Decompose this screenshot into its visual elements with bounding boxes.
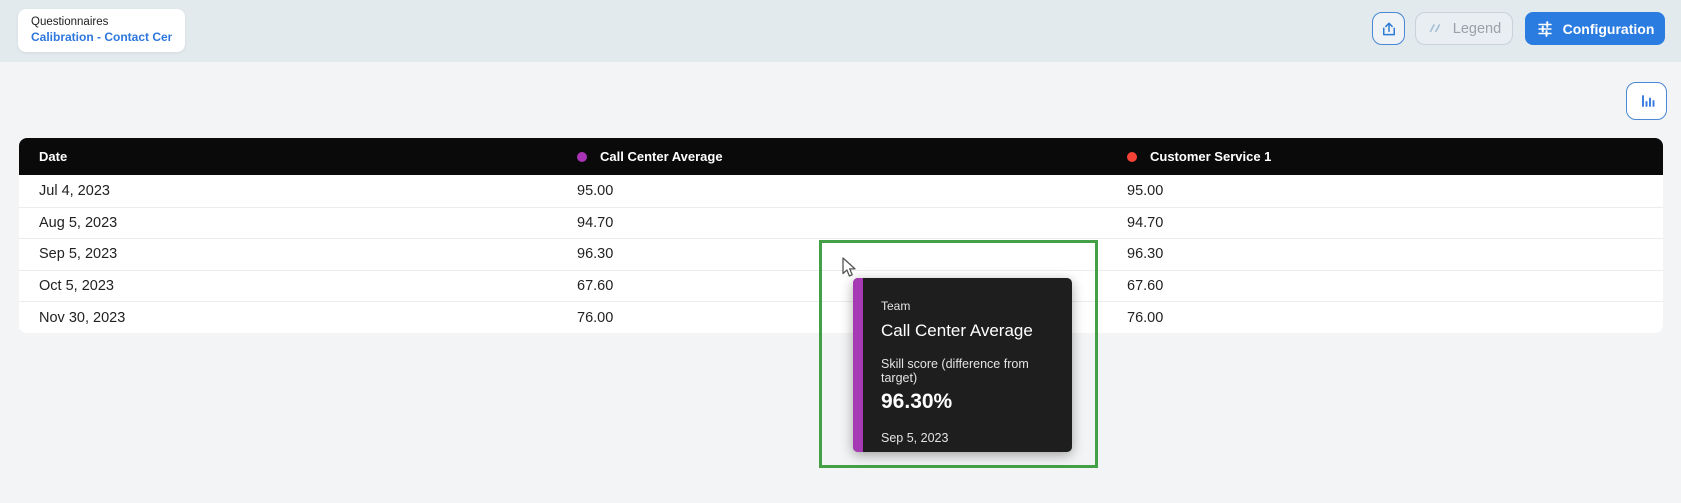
series-dot-customer-service-1 [1127, 151, 1137, 162]
table-row[interactable]: Jul 4, 2023 95.00 95.00 [19, 175, 1663, 207]
table-header: Date Call Center Average Customer Servic… [19, 138, 1663, 175]
configuration-button-label: Configuration [1562, 20, 1655, 37]
value-cell: 94.70 [577, 214, 614, 231]
upload-icon [1382, 22, 1395, 35]
tooltip-team-name: Call Center Average [881, 321, 1033, 340]
data-table: Date Call Center Average Customer Servic… [19, 138, 1663, 333]
date-cell: Nov 30, 2023 [39, 309, 126, 326]
date-cell: Jul 4, 2023 [39, 182, 110, 199]
value-cell: 96.30 [1127, 246, 1164, 263]
table-row[interactable]: Oct 5, 2023 67.60 67.60 [19, 269, 1663, 302]
tooltip-metric-value: 96.30% [881, 390, 953, 413]
column-header-label: Customer Service 1 [1150, 149, 1272, 164]
chart-view-button[interactable] [1626, 82, 1667, 120]
tooltip-metric-label: Skill score (difference from target) [881, 357, 1029, 385]
value-cell: 76.00 [577, 309, 614, 326]
topbar: Questionnaires Calibration - Contact Cen… [0, 0, 1681, 62]
column-header-label: Date [39, 149, 68, 164]
main-content: Date Call Center Average Customer Servic… [0, 62, 1681, 503]
tooltip: Team Call Center Average Skill score (di… [853, 278, 1072, 452]
tooltip-accent-stripe [853, 278, 863, 452]
configuration-button[interactable]: Configuration [1525, 12, 1665, 45]
column-header-customer-service-1: Customer Service 1 [1127, 149, 1663, 164]
breadcrumb: Questionnaires Calibration - Contact Cen… [18, 9, 185, 52]
value-cell: 95.00 [1127, 182, 1164, 199]
table-row[interactable]: Sep 5, 2023 96.30 96.30 [19, 238, 1663, 270]
bar-chart-icon [1641, 95, 1654, 107]
column-header-label: Call Center Average [600, 149, 723, 164]
date-cell: Aug 5, 2023 [39, 214, 118, 231]
tooltip-date: Sep 5, 2023 [881, 431, 949, 445]
date-cell: Sep 5, 2023 [39, 246, 118, 263]
legend-button[interactable]: Legend [1415, 12, 1513, 45]
legend-icon [1429, 24, 1441, 33]
value-cell: 67.60 [577, 278, 614, 295]
value-cell: 95.00 [577, 182, 614, 199]
tune-icon [1537, 20, 1552, 37]
breadcrumb-current-link[interactable]: Calibration - Contact Cente... [31, 30, 172, 44]
value-cell: 96.30 [577, 246, 614, 263]
series-dot-call-center-average [577, 151, 587, 162]
table-row[interactable]: Nov 30, 2023 76.00 76.00 [19, 301, 1663, 333]
value-cell: 67.60 [1127, 278, 1164, 295]
value-cell: 94.70 [1127, 214, 1164, 231]
export-button[interactable] [1372, 12, 1405, 45]
value-cell: 76.00 [1127, 309, 1164, 326]
column-header-date: Date [19, 149, 577, 164]
date-cell: Oct 5, 2023 [39, 278, 114, 295]
column-header-call-center-average: Call Center Average [577, 149, 1127, 164]
tooltip-team-label: Team [881, 299, 911, 313]
legend-button-label: Legend [1452, 20, 1502, 37]
breadcrumb-section: Questionnaires [31, 16, 109, 28]
table-row[interactable]: Aug 5, 2023 94.70 94.70 [19, 206, 1663, 239]
